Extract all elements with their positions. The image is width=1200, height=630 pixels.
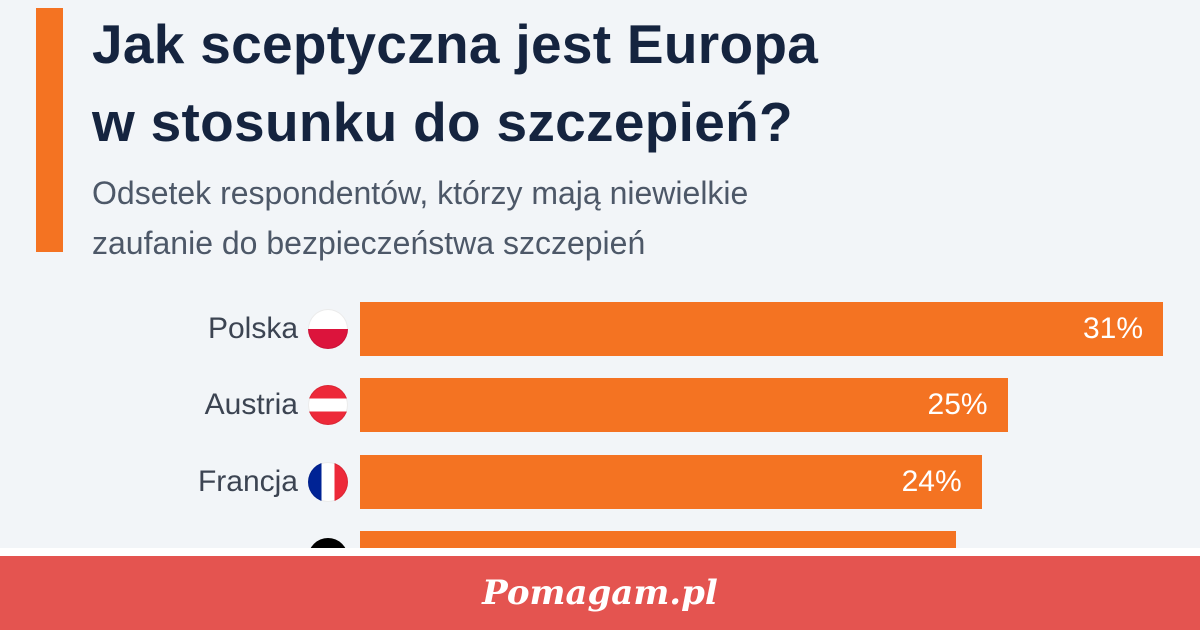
divider xyxy=(0,548,1200,556)
chart-subtitle: Odsetek respondentów, którzy mają niewie… xyxy=(92,168,748,268)
accent-bar xyxy=(36,8,63,252)
austria-flag-icon xyxy=(308,385,348,425)
poland-flag-icon xyxy=(308,309,348,349)
subtitle-line-1: Odsetek respondentów, którzy mają niewie… xyxy=(92,175,749,211)
category-label: Austria xyxy=(204,388,298,421)
value-label: 31% xyxy=(1082,312,1143,345)
title-line-1: Jak sceptyczna jest Europa xyxy=(92,13,819,75)
chart-title: Jak sceptyczna jest Europa w stosunku do… xyxy=(92,5,818,161)
pomagam-logo[interactable]: Pomagam.pl xyxy=(482,573,718,613)
france-flag-icon xyxy=(308,462,348,502)
bar: 24% xyxy=(360,455,982,509)
footer-banner: Pomagam.pl xyxy=(0,556,1200,630)
value-label: 25% xyxy=(927,388,988,421)
title-line-2: w stosunku do szczepień? xyxy=(92,91,793,153)
bar-chart: Polska 31% Austria 25% Francja 24% xyxy=(197,302,1163,585)
value-label: 24% xyxy=(901,465,962,498)
category-label: Francja xyxy=(197,465,298,498)
bar: 31% xyxy=(360,302,1163,356)
category-label: Polska xyxy=(207,312,298,345)
subtitle-line-2: zaufanie do bezpieczeństwa szczepień xyxy=(92,225,646,261)
bar: 25% xyxy=(360,378,1008,432)
